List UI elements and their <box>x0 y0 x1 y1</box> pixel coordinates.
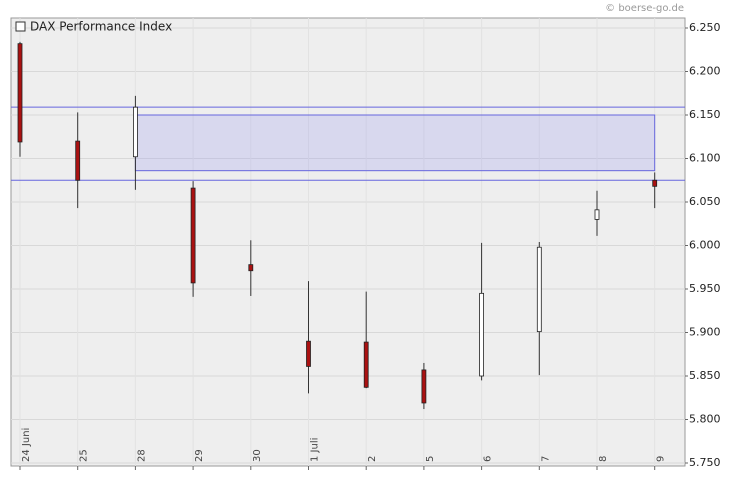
x-tick-label: 25 <box>79 449 90 462</box>
source: © boerse-go.de <box>605 3 684 14</box>
x-tick-label: 9 <box>656 456 667 462</box>
y-tick-label: 6.050 <box>689 195 721 208</box>
candle-body <box>363 341 369 388</box>
x-tick-label: 24 Juni <box>21 428 32 462</box>
x-tick-label: 30 <box>252 449 263 462</box>
candle-body <box>132 106 138 158</box>
x-tick-label: 2 <box>367 456 378 462</box>
candle-body <box>536 246 542 333</box>
candle-body <box>17 43 23 143</box>
x-tick-label: 1 Juli <box>310 438 321 462</box>
y-tick-label: 6.200 <box>689 65 721 78</box>
candle-body <box>190 187 196 284</box>
candle-body <box>75 140 81 181</box>
y-tick-label: 6.000 <box>689 239 721 252</box>
y-tick-label: 5.750 <box>689 456 721 469</box>
x-tick-label: 29 <box>194 449 205 462</box>
candle-body <box>421 369 427 404</box>
legend-swatch <box>15 21 26 32</box>
candle-body <box>479 292 485 377</box>
x-tick-label: 8 <box>598 456 609 462</box>
zone <box>134 114 656 172</box>
candle-body <box>652 179 658 187</box>
legend-label: DAX Performance Index <box>30 20 172 34</box>
plot-area <box>10 17 686 467</box>
y-tick-label: 5.850 <box>689 369 721 382</box>
x-tick-label: 7 <box>540 456 551 462</box>
y-tick-label: 6.150 <box>689 108 721 121</box>
x-tick-label: 28 <box>136 449 147 462</box>
candle-body <box>594 209 600 220</box>
candle-body <box>306 340 311 367</box>
y-tick-label: 5.950 <box>689 282 721 295</box>
x-tick-label: 6 <box>483 456 494 462</box>
y-tick-label: 6.100 <box>689 152 721 165</box>
y-tick-label: 5.900 <box>689 326 721 339</box>
y-tick-label: 6.250 <box>689 21 721 34</box>
x-tick-label: 5 <box>425 456 436 462</box>
candle-body <box>248 264 254 272</box>
y-tick-label: 5.800 <box>689 413 721 426</box>
